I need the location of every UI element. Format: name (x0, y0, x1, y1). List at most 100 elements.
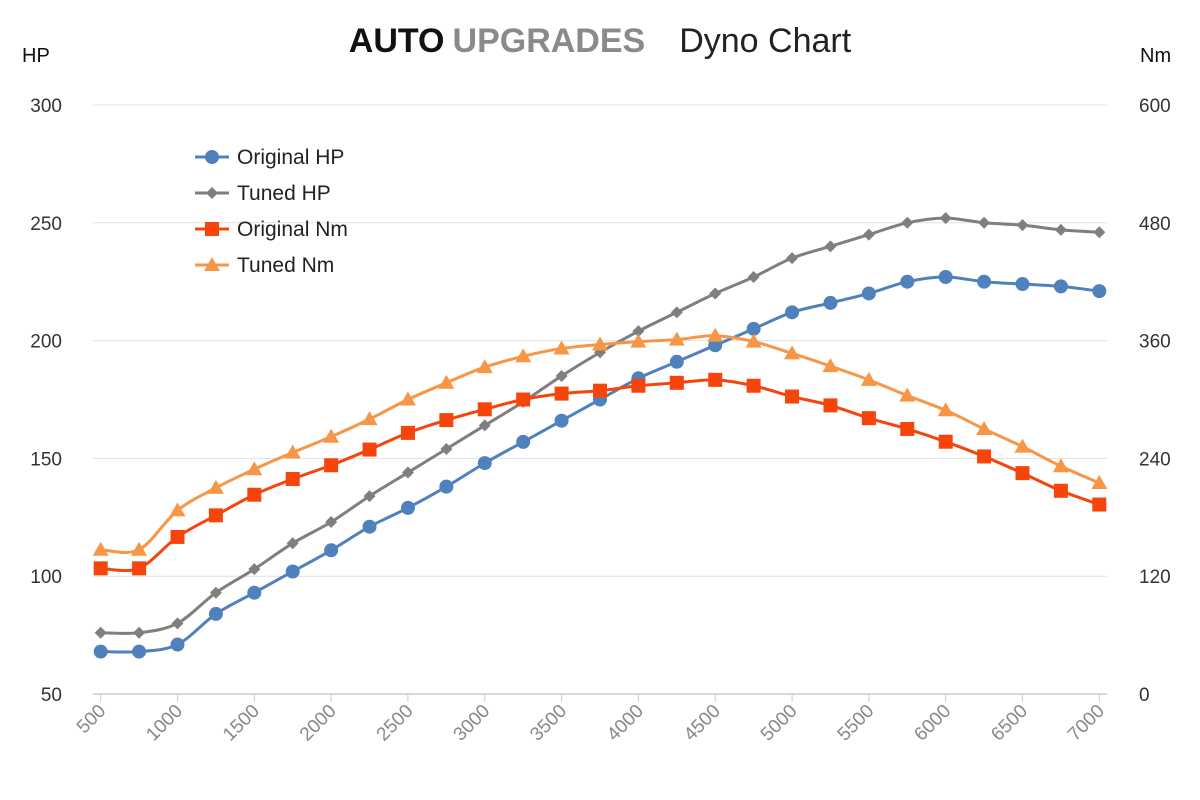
tuned-nm-point (1014, 438, 1031, 453)
legend-swatch-marker (205, 222, 219, 236)
series-tuned-hp (94, 212, 1106, 639)
original-hp-point (132, 644, 147, 659)
original-hp-point (1092, 284, 1107, 299)
tuned-hp-point (824, 240, 837, 253)
tuned-nm-point (937, 402, 954, 417)
original-nm-point (1092, 497, 1107, 512)
chart-title: AUTO UPGRADES Dyno Chart (0, 22, 1200, 61)
tuned-hp-point (478, 419, 491, 432)
legend-label: Tuned HP (237, 182, 331, 205)
original-hp-point (324, 543, 339, 558)
legend-label: Tuned Nm (237, 254, 334, 277)
original-hp-point (285, 564, 300, 579)
tuned-nm-point (707, 327, 724, 342)
legend-label: Original Nm (237, 218, 348, 241)
tuned-nm-point (92, 541, 109, 556)
tuned-nm-point (976, 420, 993, 435)
tuned-nm-point (323, 428, 340, 443)
tuned-hp-point (133, 626, 146, 639)
grid-lines (93, 104, 1107, 577)
original-hp-point (861, 286, 876, 301)
tuned-hp-point (939, 212, 952, 225)
right-axis-label: Nm (1140, 45, 1171, 67)
right-tick-label: 240 (1139, 449, 1171, 470)
tuned-nm-point (1052, 458, 1069, 473)
tuned-hp-point (709, 287, 722, 300)
original-nm-point (285, 472, 300, 487)
tuned-hp-point (1016, 219, 1029, 232)
original-hp-point (938, 269, 953, 284)
original-nm-point (400, 425, 415, 440)
x-tick-label: 2000 (296, 701, 341, 746)
x-tick-label: 2500 (373, 701, 418, 746)
original-hp-point (170, 637, 185, 652)
left-tick-label: 300 (30, 96, 62, 117)
tuned-hp-point (401, 466, 414, 479)
original-hp-point (247, 585, 262, 600)
brand-logo-auto: AUTO (348, 22, 445, 60)
chart-subtitle: Dyno Chart (679, 22, 852, 60)
original-hp-point (785, 305, 800, 320)
tuned-hp-point (1054, 223, 1067, 236)
tuned-hp-point (1093, 226, 1106, 239)
x-tick-label: 500 (73, 701, 110, 738)
tuned-hp-point (94, 626, 107, 639)
right-tick-label: 480 (1139, 214, 1171, 235)
tuned-hp-point (248, 563, 261, 576)
original-nm-point (477, 402, 492, 417)
original-nm-point (1053, 483, 1068, 498)
x-tick-label: 5500 (834, 701, 879, 746)
original-nm-point (324, 458, 339, 473)
tuned-nm-point (592, 336, 608, 351)
original-hp-point (823, 295, 838, 310)
legend-item-original-hp: Original HP (195, 146, 344, 169)
original-hp-point (1053, 279, 1068, 294)
original-nm-point (362, 442, 377, 457)
tuned-nm-point (476, 359, 493, 374)
left-tick-label: 150 (30, 449, 62, 470)
x-tick-label: 7000 (1064, 701, 1109, 746)
legend-label: Original HP (237, 146, 344, 169)
legend-swatch-marker (204, 257, 220, 271)
original-nm-point (208, 508, 223, 523)
tuned-hp-point (363, 490, 376, 503)
tuned-nm-point (784, 345, 801, 360)
original-hp-point (669, 354, 684, 369)
tuned-nm-point (399, 391, 416, 406)
legend-item-tuned-nm: Tuned Nm (195, 254, 334, 277)
original-hp-point (439, 479, 454, 494)
tuned-hp-point (978, 216, 991, 229)
original-nm-point (132, 561, 147, 576)
tuned-nm-point (553, 340, 570, 355)
original-hp-point (746, 321, 761, 336)
tuned-hp-point (440, 442, 453, 455)
tuned-nm-point (438, 374, 455, 389)
original-nm-point (938, 434, 953, 449)
original-nm-point (593, 383, 607, 398)
original-hp-point (554, 413, 569, 428)
tuned-nm-point (1091, 474, 1108, 489)
original-nm-point (977, 449, 992, 464)
x-tick-label: 1000 (142, 701, 187, 746)
original-nm-point (631, 378, 646, 393)
original-hp-point (900, 274, 915, 289)
original-nm-point (170, 529, 185, 544)
legend-swatch-marker (205, 150, 219, 164)
original-hp-point (208, 606, 223, 621)
left-tick-label: 50 (41, 685, 62, 706)
original-hp-point (708, 338, 723, 353)
tuned-hp-point (786, 252, 799, 265)
tuned-nm-point (284, 444, 301, 459)
right-tick-label: 600 (1139, 96, 1171, 117)
right-tick-label: 0 (1139, 685, 1150, 706)
x-tick-label: 3000 (450, 701, 495, 746)
original-nm-point (554, 386, 569, 401)
legend-swatch-marker (206, 187, 218, 199)
tuned-nm-point (207, 479, 224, 494)
x-tick-label: 5000 (757, 701, 802, 746)
tuned-nm-point (169, 502, 186, 517)
tuned-hp-point (901, 216, 914, 229)
x-tick-label: 3500 (526, 701, 571, 746)
original-hp-point (977, 274, 992, 289)
original-hp-point (362, 519, 377, 534)
